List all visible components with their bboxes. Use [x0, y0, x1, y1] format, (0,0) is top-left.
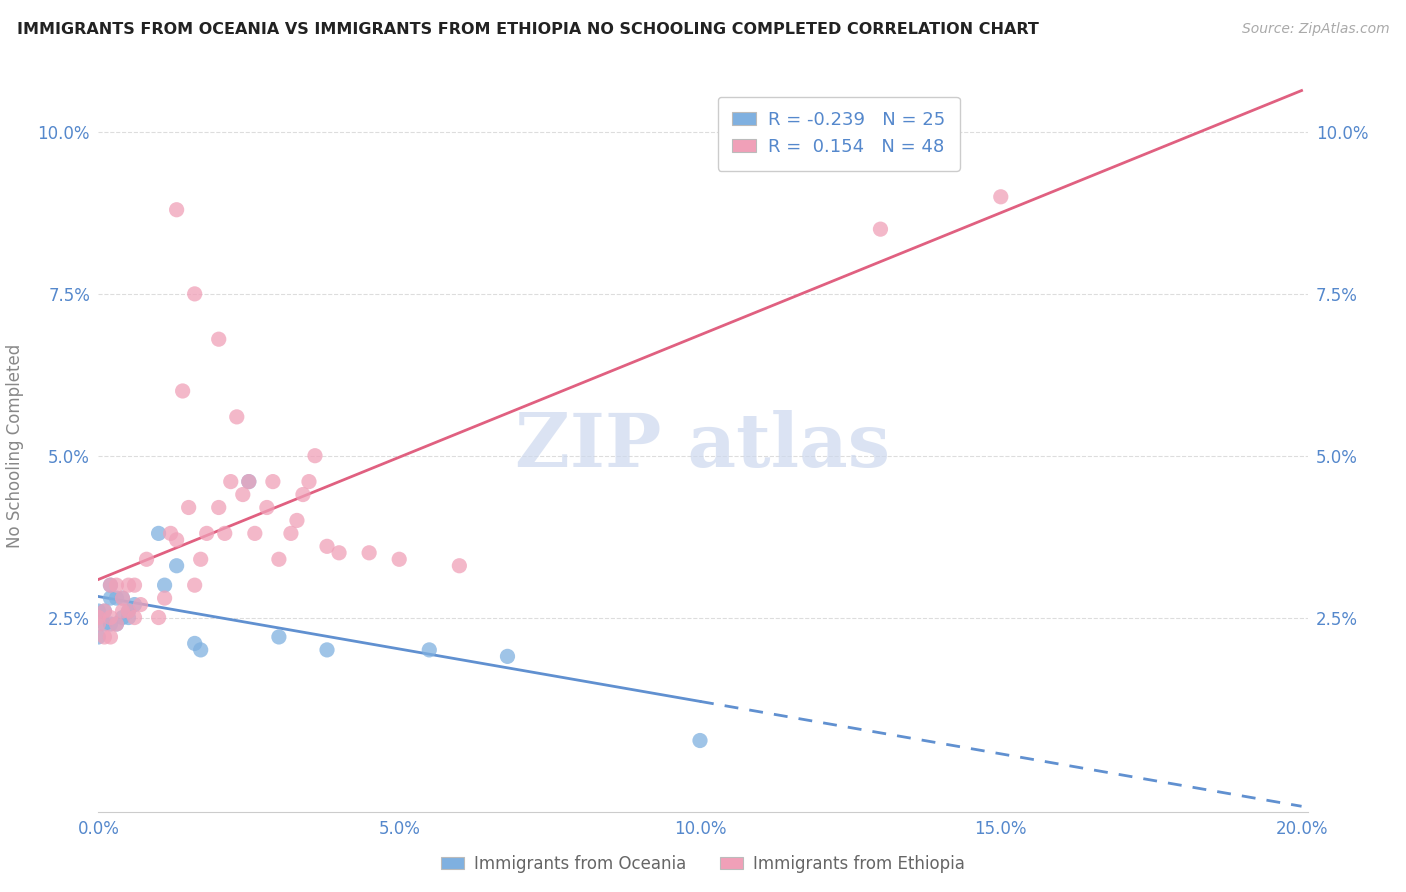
- Legend: R = -0.239   N = 25, R =  0.154   N = 48: R = -0.239 N = 25, R = 0.154 N = 48: [717, 96, 960, 170]
- Point: [105, 617, 128, 632]
- Point: [183, 286, 205, 301]
- Point: [124, 578, 146, 592]
- Text: ZIP atlas: ZIP atlas: [516, 409, 890, 483]
- Point: [93, 604, 115, 618]
- Point: [111, 604, 134, 618]
- Point: [111, 591, 134, 606]
- Point: [100, 578, 122, 592]
- Point: [166, 533, 188, 547]
- Point: [183, 578, 205, 592]
- Point: [87, 604, 110, 618]
- Point: [208, 500, 231, 515]
- Point: [225, 409, 247, 424]
- Point: [148, 526, 170, 541]
- Point: [87, 617, 110, 632]
- Point: [214, 526, 236, 541]
- Legend: Immigrants from Oceania, Immigrants from Ethiopia: Immigrants from Oceania, Immigrants from…: [434, 848, 972, 880]
- Point: [280, 526, 302, 541]
- Point: [291, 487, 314, 501]
- Point: [135, 552, 157, 566]
- Point: [177, 500, 200, 515]
- Point: [153, 578, 176, 592]
- Point: [117, 604, 139, 618]
- Point: [190, 643, 212, 657]
- Point: [316, 643, 339, 657]
- Point: [304, 449, 326, 463]
- Point: [449, 558, 471, 573]
- Point: [496, 649, 519, 664]
- Point: [238, 475, 260, 489]
- Point: [93, 617, 115, 632]
- Y-axis label: No Schooling Completed: No Schooling Completed: [6, 344, 24, 548]
- Point: [124, 598, 146, 612]
- Point: [100, 578, 122, 592]
- Point: [208, 332, 231, 346]
- Point: [359, 546, 381, 560]
- Point: [117, 604, 139, 618]
- Point: [105, 578, 128, 592]
- Point: [159, 526, 181, 541]
- Point: [243, 526, 266, 541]
- Point: [129, 598, 152, 612]
- Point: [100, 610, 122, 624]
- Point: [232, 487, 254, 501]
- Point: [93, 604, 115, 618]
- Point: [124, 610, 146, 624]
- Point: [166, 558, 188, 573]
- Point: [195, 526, 218, 541]
- Point: [172, 384, 194, 398]
- Point: [117, 610, 139, 624]
- Point: [93, 630, 115, 644]
- Point: [111, 591, 134, 606]
- Point: [87, 630, 110, 644]
- Point: [238, 475, 260, 489]
- Point: [689, 733, 711, 747]
- Point: [100, 617, 122, 632]
- Point: [117, 578, 139, 592]
- Point: [148, 610, 170, 624]
- Point: [328, 546, 350, 560]
- Point: [262, 475, 284, 489]
- Point: [267, 630, 290, 644]
- Point: [285, 513, 308, 527]
- Point: [105, 617, 128, 632]
- Point: [166, 202, 188, 217]
- Point: [388, 552, 411, 566]
- Point: [418, 643, 440, 657]
- Point: [105, 591, 128, 606]
- Point: [316, 539, 339, 553]
- Point: [100, 591, 122, 606]
- Point: [267, 552, 290, 566]
- Point: [190, 552, 212, 566]
- Point: [256, 500, 278, 515]
- Point: [100, 630, 122, 644]
- Point: [153, 591, 176, 606]
- Text: Source: ZipAtlas.com: Source: ZipAtlas.com: [1241, 22, 1389, 37]
- Point: [111, 610, 134, 624]
- Point: [869, 222, 891, 236]
- Point: [183, 636, 205, 650]
- Point: [87, 610, 110, 624]
- Text: IMMIGRANTS FROM OCEANIA VS IMMIGRANTS FROM ETHIOPIA NO SCHOOLING COMPLETED CORRE: IMMIGRANTS FROM OCEANIA VS IMMIGRANTS FR…: [17, 22, 1039, 37]
- Point: [219, 475, 242, 489]
- Point: [990, 190, 1012, 204]
- Point: [298, 475, 321, 489]
